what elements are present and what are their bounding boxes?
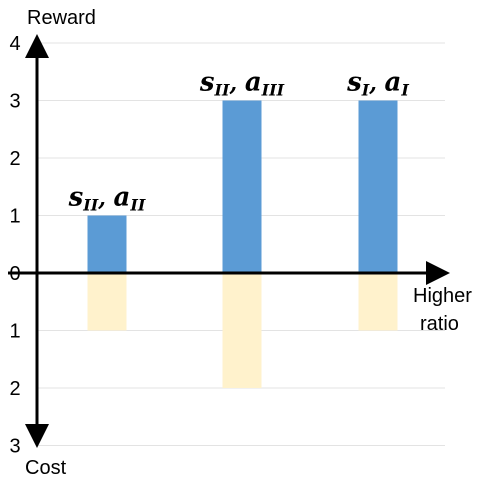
- cost-bar: [222, 273, 262, 388]
- reward-bar: [222, 100, 262, 273]
- reward-bar: [87, 215, 127, 273]
- y-tick-label: 3: [9, 436, 20, 458]
- y-tick-label: 1: [9, 321, 20, 343]
- y-tick-label: 0: [9, 263, 20, 285]
- bar-label: sII, aII: [68, 183, 146, 215]
- y-axis-title-cost: Cost: [25, 457, 67, 478]
- cost-bar: [358, 273, 398, 331]
- y-tick-label: 4: [9, 33, 20, 55]
- y-tick-label: 2: [9, 378, 20, 400]
- bar-labels: sII, aII sII, aIII sI, aI: [68, 68, 410, 215]
- x-axis-title-line2: ratio: [420, 313, 459, 335]
- y-tick-label: 2: [9, 148, 20, 170]
- reward-bar: [358, 100, 398, 273]
- bar-label: sI, aI: [346, 68, 409, 100]
- tick-labels: 4 3 2 1 0 1 2 3: [9, 33, 20, 458]
- y-tick-label: 3: [9, 91, 20, 113]
- x-axis-title-line1: Higher: [413, 285, 472, 307]
- bar-label: sII, aIII: [199, 68, 285, 100]
- axes: [8, 34, 450, 448]
- y-axis-title-reward: Reward: [27, 7, 96, 29]
- y-tick-label: 1: [9, 206, 20, 228]
- bars: [87, 100, 398, 388]
- cost-bar: [87, 273, 127, 331]
